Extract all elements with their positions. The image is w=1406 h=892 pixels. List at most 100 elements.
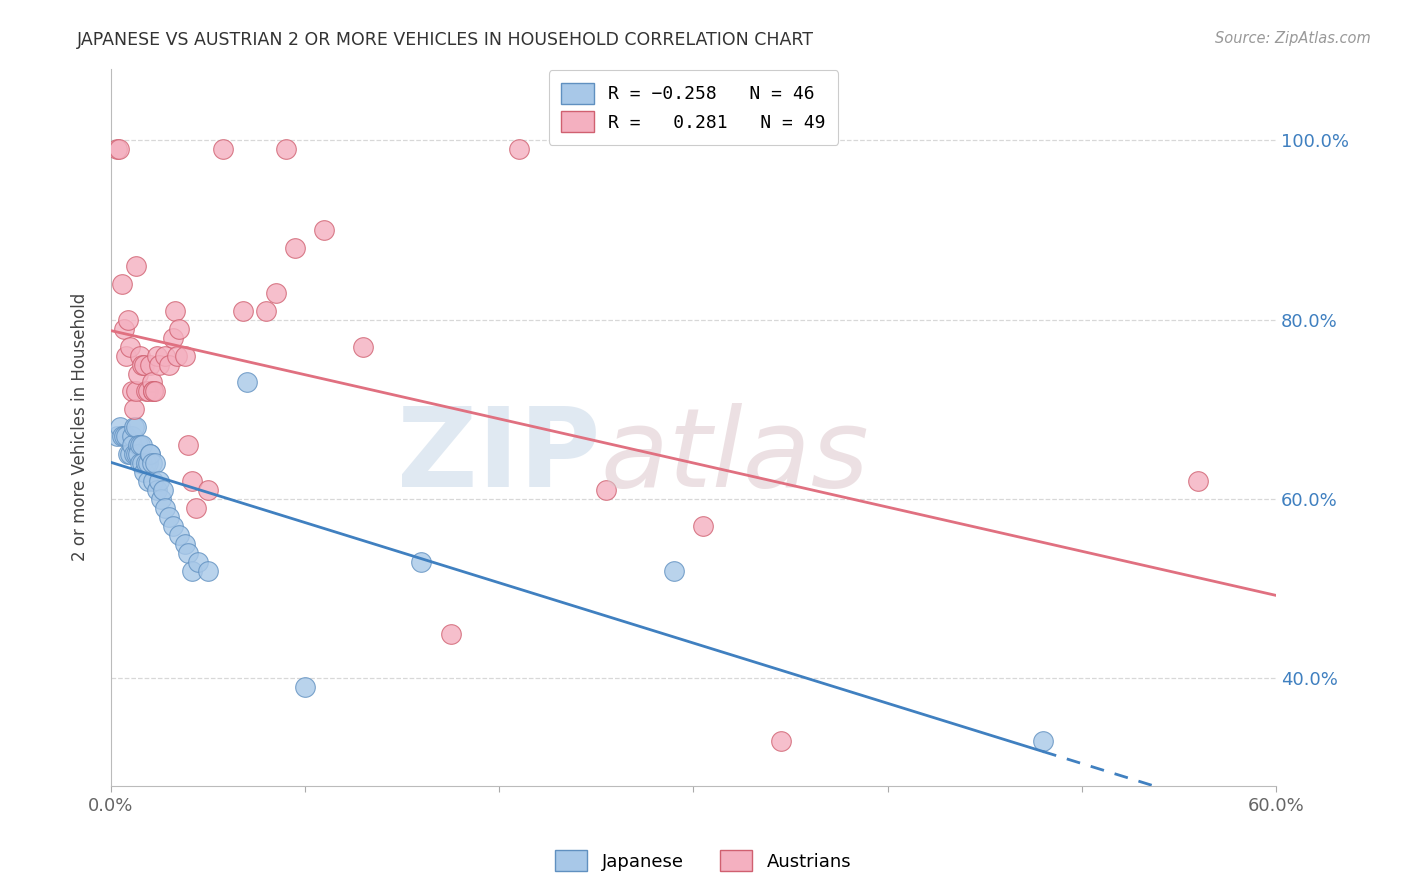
Point	[136, 384, 159, 399]
Point	[284, 241, 307, 255]
Point	[132, 358, 155, 372]
Point	[177, 438, 200, 452]
Point	[254, 303, 277, 318]
Point	[136, 456, 159, 470]
Point	[142, 474, 165, 488]
Point	[181, 474, 204, 488]
Point	[125, 259, 148, 273]
Point	[111, 429, 134, 443]
Point	[197, 564, 219, 578]
Point	[138, 447, 160, 461]
Point	[122, 447, 145, 461]
Point	[163, 303, 186, 318]
Point	[235, 376, 257, 390]
Point	[212, 142, 235, 156]
Point	[264, 285, 287, 300]
Point	[153, 501, 176, 516]
Point	[117, 312, 139, 326]
Point	[127, 367, 149, 381]
Point	[129, 456, 152, 470]
Point	[135, 384, 157, 399]
Point	[1032, 734, 1054, 748]
Point	[166, 349, 188, 363]
Point	[122, 402, 145, 417]
Point	[112, 429, 135, 443]
Point	[131, 358, 153, 372]
Point	[197, 483, 219, 497]
Point	[125, 384, 148, 399]
Point	[508, 142, 530, 156]
Point	[145, 384, 167, 399]
Point	[132, 465, 155, 479]
Point	[232, 303, 254, 318]
Point	[769, 734, 792, 748]
Point	[186, 501, 208, 516]
Point	[173, 349, 195, 363]
Point	[181, 564, 204, 578]
Point	[131, 438, 153, 452]
Point	[148, 358, 170, 372]
Point	[135, 456, 157, 470]
Point	[125, 447, 148, 461]
Point	[112, 321, 135, 335]
Point	[120, 340, 142, 354]
Point	[173, 537, 195, 551]
Point	[120, 447, 142, 461]
Point	[162, 331, 184, 345]
Point	[274, 142, 297, 156]
Point	[107, 142, 129, 156]
Point	[129, 438, 152, 452]
Point	[162, 519, 184, 533]
Point	[662, 564, 685, 578]
Point	[177, 546, 200, 560]
Point	[122, 420, 145, 434]
Point	[145, 456, 167, 470]
Point	[146, 483, 169, 497]
Point	[121, 429, 143, 443]
Point	[141, 376, 163, 390]
Point	[136, 474, 159, 488]
Point	[138, 447, 160, 461]
Point	[121, 438, 143, 452]
Point	[153, 349, 176, 363]
Point	[141, 456, 163, 470]
Point	[157, 510, 180, 524]
Point	[294, 681, 316, 695]
Point	[148, 474, 170, 488]
Point	[131, 456, 153, 470]
Point	[117, 447, 139, 461]
Point	[142, 384, 165, 399]
Point	[595, 483, 617, 497]
Point	[125, 420, 148, 434]
Legend: R = −0.258   N = 46, R =   0.281   N = 49: R = −0.258 N = 46, R = 0.281 N = 49	[548, 70, 838, 145]
Point	[110, 420, 132, 434]
Point	[314, 223, 336, 237]
Point	[167, 528, 190, 542]
Point	[167, 321, 190, 335]
Point	[111, 277, 134, 291]
Text: atlas: atlas	[600, 402, 869, 509]
Point	[439, 626, 461, 640]
Point	[127, 447, 149, 461]
Point	[138, 358, 160, 372]
Point	[105, 429, 128, 443]
Point	[152, 483, 174, 497]
Point	[1187, 474, 1209, 488]
Point	[105, 142, 128, 156]
Legend: Japanese, Austrians: Japanese, Austrians	[547, 843, 859, 879]
Point	[129, 349, 152, 363]
Point	[127, 438, 149, 452]
Point	[692, 519, 714, 533]
Point	[352, 340, 374, 354]
Text: JAPANESE VS AUSTRIAN 2 OR MORE VEHICLES IN HOUSEHOLD CORRELATION CHART: JAPANESE VS AUSTRIAN 2 OR MORE VEHICLES …	[77, 31, 814, 49]
Point	[146, 349, 169, 363]
Point	[411, 555, 433, 569]
Point	[187, 555, 209, 569]
Point	[115, 429, 138, 443]
Point	[157, 358, 180, 372]
Point	[150, 492, 173, 507]
Point	[142, 384, 165, 399]
Point	[115, 349, 138, 363]
Text: Source: ZipAtlas.com: Source: ZipAtlas.com	[1215, 31, 1371, 46]
Point	[121, 384, 143, 399]
